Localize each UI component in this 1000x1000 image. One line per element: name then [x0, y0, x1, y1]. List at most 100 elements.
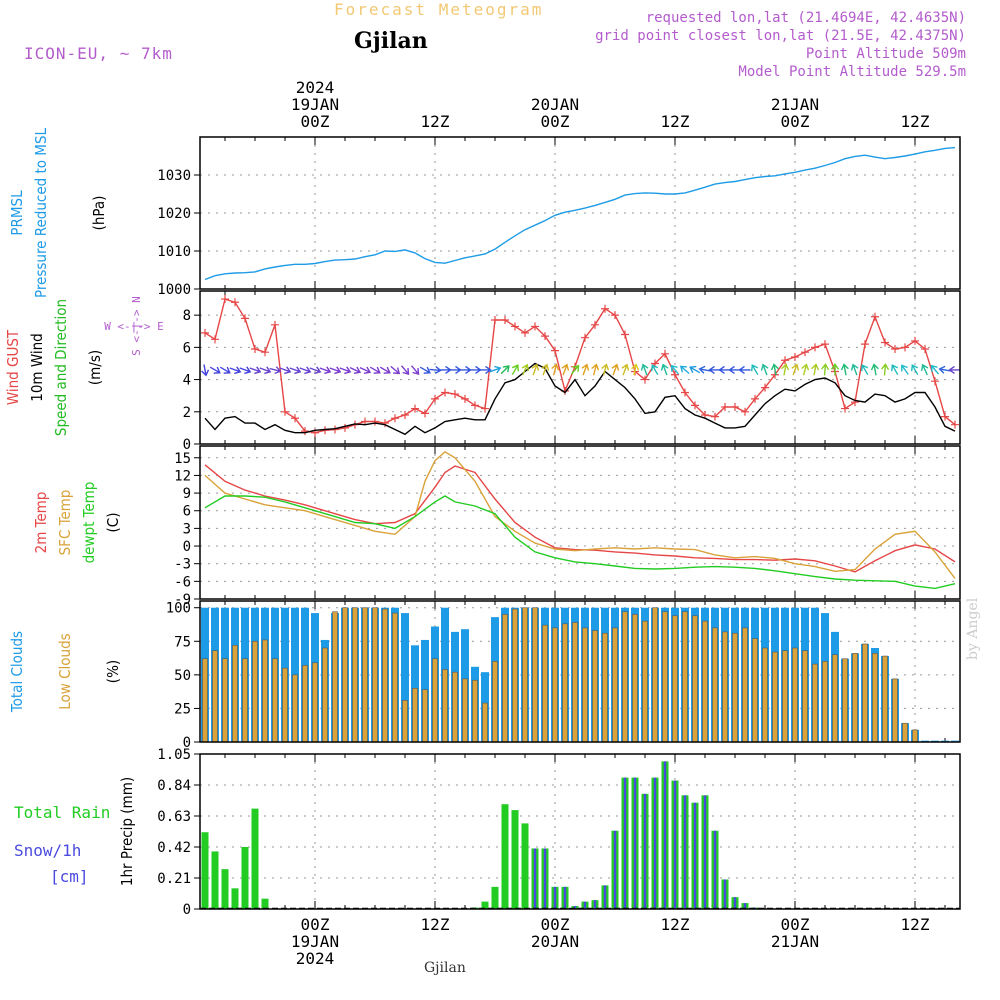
temperature-series-line: [204, 464, 956, 573]
top-time-label: 00Z: [781, 112, 810, 131]
top-time-label: 2024: [296, 78, 335, 97]
low-cloud-bar: [482, 702, 488, 743]
wind-ylabel: Speed and Direction: [52, 299, 70, 436]
city-name: Gjilan: [354, 28, 428, 54]
snow-bar: [713, 830, 717, 909]
low-cloud-bar: [512, 608, 518, 743]
wind-direction-arrow: [811, 363, 820, 376]
precipitation-ytick-label: 0: [183, 902, 191, 918]
wind-direction-arrow: [881, 363, 890, 376]
top-time-label: 12Z: [421, 112, 450, 131]
low-cloud-bar: [902, 722, 908, 743]
wind-direction-arrow: [279, 366, 292, 375]
bottom-time-label: 21JAN: [771, 932, 819, 951]
model-altitude: Model Point Altitude 529.5m: [738, 64, 966, 80]
wind-direction-arrow: [651, 364, 659, 376]
wind-gust-marker: [871, 312, 879, 321]
bottom-time-label: 2024: [296, 949, 335, 968]
wind-direction-arrow: [400, 365, 410, 376]
low-cloud-bar: [912, 729, 918, 743]
low-cloud-bar: [392, 612, 398, 743]
temperature-series-line: [204, 451, 956, 579]
wind-ytick-label: 2: [183, 405, 191, 421]
wind-gust-marker: [951, 420, 959, 429]
wind-ytick-label: 6: [183, 340, 191, 356]
wind-direction-arrow: [938, 365, 951, 374]
wind-gust-marker: [581, 333, 589, 342]
temperature-ytick-label: -3: [174, 557, 191, 573]
wind-gust-marker: [221, 295, 229, 304]
wind-gust-marker: [611, 311, 619, 320]
low-cloud-bar: [762, 647, 768, 743]
wind-direction-arrow: [249, 366, 262, 375]
low-cloud-bar: [722, 631, 728, 743]
temperature-ylabel: dewpt Temp: [80, 482, 98, 564]
bottom-time-label: 12Z: [661, 915, 690, 934]
top-time-label: 21JAN: [771, 95, 819, 114]
low-cloud-bar: [312, 662, 318, 743]
snow-bar: [663, 761, 667, 909]
low-cloud-bar: [492, 661, 498, 743]
wind-series-line: [204, 298, 956, 434]
wind-direction-arrow: [920, 363, 929, 376]
wind-direction-arrow: [269, 366, 282, 375]
top-time-label: 00Z: [301, 112, 330, 131]
wind-direction-arrow: [349, 366, 362, 374]
low-cloud-bar: [692, 615, 698, 743]
wind-gust-marker: [541, 332, 549, 341]
wind-gust-marker: [251, 344, 259, 353]
rain-bar: [521, 823, 529, 909]
wind-direction-arrow: [591, 363, 600, 376]
low-cloud-bar: [542, 624, 548, 743]
clouds-ylabel: (%): [104, 660, 122, 683]
wind-gust-marker: [921, 344, 929, 353]
rain-bar: [251, 808, 259, 909]
temperature-ytick-label: 15: [174, 451, 191, 467]
total-cloud-bar: [401, 613, 409, 742]
wind-direction-arrow: [551, 363, 560, 376]
pressure-frame: [199, 136, 961, 290]
bottom-time-label: 12Z: [421, 915, 450, 934]
wind-direction-arrow: [621, 363, 630, 376]
wind-direction-arrow: [479, 365, 492, 374]
precipitation-ylabel: 1hr Precip (mm): [118, 777, 136, 886]
wind-gust-marker: [471, 401, 479, 410]
snow-bar: [553, 886, 557, 909]
wind-gust-marker: [891, 344, 899, 353]
wind-gust-marker: [411, 404, 419, 413]
low-cloud-bar: [572, 622, 578, 743]
low-cloud-bar: [252, 640, 258, 743]
precipitation-ytick-label: 0.84: [157, 778, 191, 794]
low-cloud-bar: [892, 678, 898, 743]
low-cloud-bar: [782, 650, 788, 743]
low-cloud-bar: [272, 658, 278, 743]
wind-direction-arrow: [801, 363, 810, 376]
low-cloud-bar: [562, 623, 568, 743]
rain-bar: [501, 804, 509, 909]
low-cloud-bar: [282, 667, 288, 743]
bottom-time-label: 00Z: [541, 915, 570, 934]
low-cloud-bar: [502, 614, 508, 743]
wind-gust-marker: [721, 402, 729, 411]
wind-gust-marker: [801, 348, 809, 357]
wind-gust-marker: [791, 353, 799, 362]
snow-bar: [693, 802, 697, 909]
pressure-ylabel: (hPa): [90, 196, 108, 231]
wind-direction-arrow: [319, 366, 332, 375]
wind-direction-arrow: [930, 364, 940, 375]
wind-series-line: [204, 362, 956, 436]
wind-direction-arrow: [511, 364, 519, 376]
wind-direction-arrow: [459, 365, 472, 374]
top-time-label: 00Z: [541, 112, 570, 131]
wind-gust-marker: [861, 340, 869, 349]
low-cloud-bar: [552, 627, 558, 743]
wind-direction-arrow: [500, 365, 510, 375]
low-cloud-bar: [862, 643, 868, 743]
pressure-ytick-label: 1000: [157, 282, 191, 298]
wind-gust-marker: [291, 414, 299, 423]
compass-rose: S <-|-> N: [130, 296, 143, 356]
wind-direction-arrow: [359, 366, 372, 374]
low-cloud-bar: [712, 627, 718, 743]
wind-direction-arrow: [581, 363, 590, 376]
low-cloud-bar: [872, 653, 878, 743]
